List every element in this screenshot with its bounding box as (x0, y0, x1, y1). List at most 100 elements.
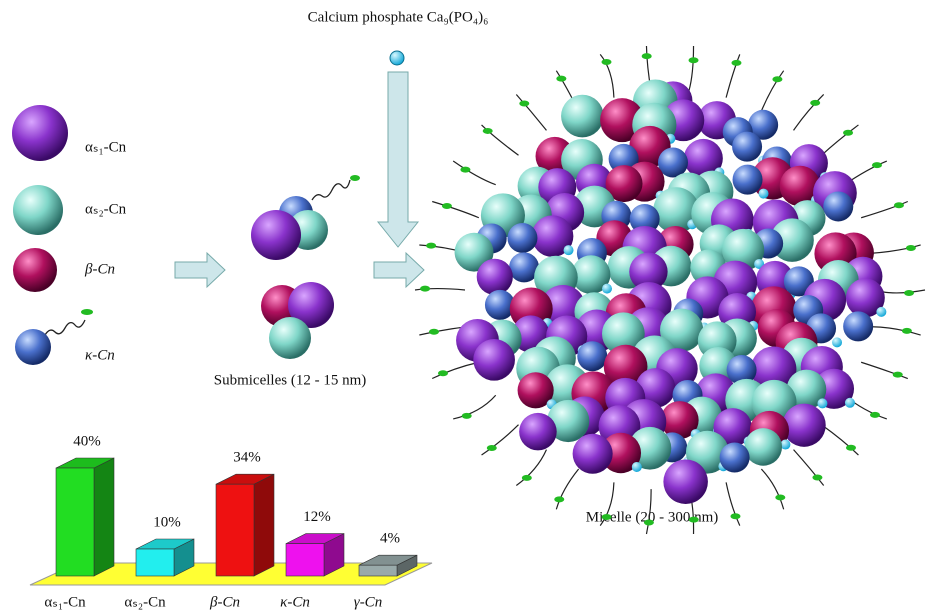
phosphate (389, 50, 405, 66)
tail-bead (521, 474, 532, 481)
tail-bead (843, 129, 854, 136)
legend-label: αₛ₁-Cn (85, 139, 127, 155)
tail (481, 424, 519, 456)
sphere (577, 341, 608, 372)
tail-bead (461, 412, 472, 419)
tail-bead (775, 494, 786, 501)
tail-bead (812, 474, 823, 481)
tail-bead (893, 202, 904, 209)
phosphate (631, 461, 642, 472)
phosphate (817, 398, 828, 409)
tail-bead (905, 244, 916, 251)
phosphate (563, 245, 574, 256)
sphere (601, 312, 645, 356)
tail-bead (482, 127, 493, 134)
sphere (786, 369, 827, 410)
sphere-as1 (12, 105, 68, 161)
sphere (608, 143, 639, 174)
sphere (748, 109, 779, 140)
tail (760, 70, 785, 112)
sphere (476, 258, 513, 295)
tail-bead (556, 75, 567, 82)
tail-bead (554, 496, 565, 503)
arrow (174, 251, 226, 289)
tail-bead (519, 100, 530, 107)
phosphate (758, 188, 769, 199)
tail-bead (688, 516, 699, 523)
tail-bead (892, 371, 903, 378)
bar-front (55, 467, 95, 577)
bar (55, 457, 115, 577)
sphere (517, 372, 554, 409)
sphere (750, 346, 797, 392)
tail (515, 94, 547, 131)
sphere (845, 278, 885, 318)
bar-side (253, 473, 275, 577)
tail-bead (437, 370, 448, 377)
x-tick-label: β-Cn (209, 594, 240, 610)
sphere (600, 432, 642, 474)
sphere (561, 94, 604, 138)
sphere (571, 255, 611, 295)
sphere (269, 317, 311, 359)
sphere (660, 308, 704, 352)
sphere (454, 232, 494, 272)
sphere (547, 399, 590, 443)
tail (555, 468, 580, 510)
tail-bead (869, 411, 880, 418)
tail-bead (643, 519, 654, 526)
tail (871, 244, 921, 254)
tail-bead (601, 513, 612, 520)
sphere (779, 165, 821, 207)
x-tick-label: κ-Cn (280, 594, 310, 610)
sphere-kappa (15, 329, 51, 365)
micelle (414, 46, 926, 535)
tail-bead (426, 242, 437, 249)
bar (135, 538, 195, 577)
bar (358, 554, 418, 577)
sphere (509, 252, 540, 283)
legend-label: κ-Cn (85, 347, 115, 363)
sphere-as2 (13, 185, 63, 235)
tail-bead (641, 53, 652, 60)
sphere (603, 344, 648, 389)
bar-chart: 40% αₛ₁-Cn 10% αₛ₂-Cn 34% β-Cn 12% κ-Cn 4% γ-Cn (44, 433, 418, 610)
sphere (629, 252, 668, 291)
tail-bead (420, 285, 431, 292)
tail (725, 54, 741, 98)
tail-bead (81, 309, 93, 315)
sphere (660, 401, 699, 440)
layout: Calcium phosphate Ca₉(PO₄)₆ αₛ₁-Cn αₛ₂-C… (12, 9, 718, 586)
tail-bead (428, 328, 439, 335)
sphere (770, 218, 814, 262)
sphere (683, 138, 723, 178)
sphere (507, 222, 538, 253)
sphere (288, 282, 334, 328)
tail-bead (810, 99, 821, 106)
arrow (373, 251, 425, 289)
tail-bead (731, 59, 742, 66)
sphere (531, 215, 574, 258)
phosphate (780, 439, 791, 450)
tail (311, 179, 351, 201)
x-tick-label: γ-Cn (354, 594, 382, 610)
tail-bead (871, 162, 882, 169)
tail (44, 319, 86, 336)
sphere (600, 98, 645, 143)
bar (285, 533, 345, 577)
value-label: 10% (153, 514, 181, 530)
tail (431, 361, 479, 380)
value-label: 12% (303, 509, 331, 525)
sphere (782, 403, 826, 447)
sphere (251, 210, 301, 260)
bar (215, 473, 275, 577)
sphere (657, 147, 688, 178)
sphere (722, 228, 765, 272)
tail (599, 482, 615, 527)
tail (860, 361, 908, 380)
sphere (572, 433, 613, 474)
micelle-label: Micelle (20 - 300 nm) (586, 509, 718, 525)
sphere (732, 164, 763, 195)
legend-label: αₛ₂-Cn (85, 201, 127, 217)
tail (860, 200, 909, 219)
